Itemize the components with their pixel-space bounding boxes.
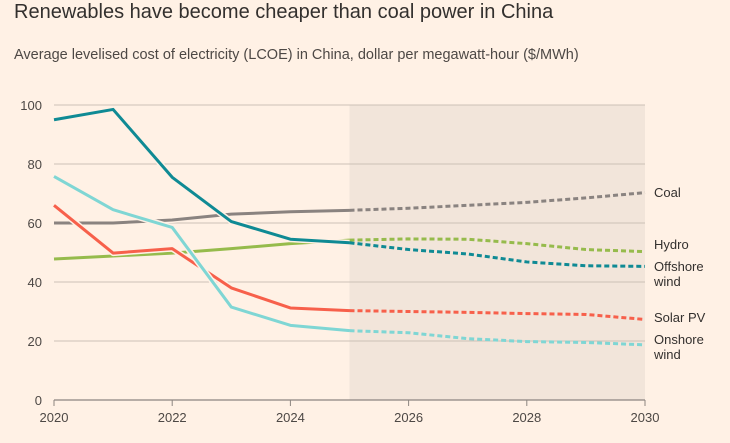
x-tick-label: 2030: [631, 410, 660, 425]
y-tick-label: 0: [35, 393, 42, 408]
coal-line-forecast: [349, 191, 646, 212]
y-tick-label: 100: [20, 98, 42, 113]
solar-pv-label: Solar PV: [654, 310, 706, 325]
offshore-wind-label: Offshore: [654, 259, 704, 274]
chart-subtitle: Average levelised cost of electricity (L…: [14, 47, 579, 63]
hydro-line-forecast: [349, 237, 646, 254]
solar-pv-line-forecast: [349, 309, 646, 321]
x-tick-label: 2028: [512, 410, 541, 425]
offshore-wind-line-historical: [53, 107, 350, 245]
chart-title: Renewables have become cheaper than coal…: [14, 1, 554, 23]
coal-label: Coal: [654, 185, 681, 200]
y-tick-label: 20: [28, 334, 42, 349]
y-tick-label: 60: [28, 216, 42, 231]
y-tick-label: 80: [28, 157, 42, 172]
hydro-line-historical: [53, 238, 350, 261]
x-tick-label: 2020: [40, 410, 69, 425]
x-tick-label: 2026: [394, 410, 423, 425]
hydro-label: Hydro: [654, 237, 689, 252]
onshore-wind-line-forecast: [349, 329, 646, 347]
offshore-wind-label: wind: [653, 274, 681, 289]
x-tick-label: 2022: [158, 410, 187, 425]
onshore-wind-line-historical: [53, 175, 350, 333]
forecast-shading: [349, 105, 645, 400]
onshore-wind-label: Onshore: [654, 332, 704, 347]
offshore-wind-line-forecast: [349, 241, 646, 268]
x-tick-label: 2024: [276, 410, 305, 425]
onshore-wind-label: wind: [653, 347, 681, 362]
coal-line-historical: [54, 208, 350, 225]
y-tick-label: 40: [28, 275, 42, 290]
